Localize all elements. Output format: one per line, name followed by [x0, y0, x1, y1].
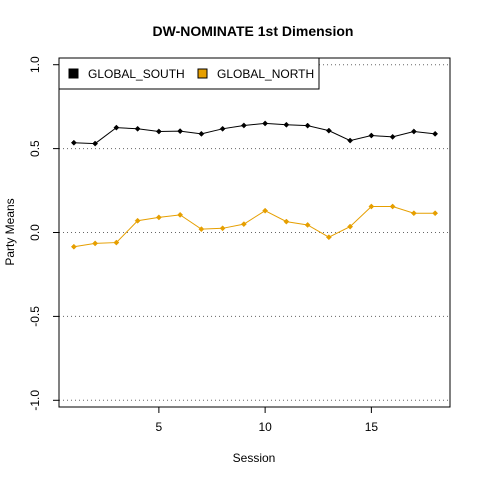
data-point-global-south-4 — [134, 125, 141, 132]
data-point-global-north-2 — [92, 240, 99, 247]
data-point-global-north-17 — [410, 210, 417, 217]
data-point-global-south-16 — [389, 133, 396, 140]
data-point-global-north-3 — [113, 239, 120, 246]
x-tick-label-5: 5 — [156, 420, 163, 434]
data-point-global-north-6 — [177, 211, 184, 218]
data-point-global-north-13 — [325, 234, 332, 241]
data-point-global-north-4 — [134, 217, 141, 224]
data-point-global-north-18 — [432, 210, 439, 217]
data-point-global-south-1 — [70, 139, 77, 146]
data-point-global-north-12 — [304, 221, 311, 228]
data-point-global-south-15 — [368, 132, 375, 139]
x-axis-label: Session — [233, 451, 276, 465]
series-line-global-north — [73, 205, 436, 248]
legend-box — [58, 57, 320, 90]
data-point-global-north-8 — [219, 225, 226, 232]
legend-swatch-global-south — [68, 68, 79, 79]
legend: GLOBAL_SOUTH GLOBAL_NORTH — [58, 57, 320, 90]
data-point-global-north-11 — [283, 218, 290, 225]
y-axis-label: Party Means — [3, 198, 17, 265]
data-point-global-south-17 — [410, 128, 417, 135]
y-axis: -1.0 -0.5 0.0 0.5 1.0 — [28, 56, 59, 411]
legend-label-global-north: GLOBAL_NORTH — [217, 67, 314, 81]
legend-label-global-south: GLOBAL_SOUTH — [88, 67, 185, 81]
x-tick-label-10: 10 — [258, 420, 272, 434]
series-line-global-south — [73, 122, 436, 145]
y-tick-label-1: -0.5 — [28, 306, 42, 327]
legend-swatch-global-north — [197, 68, 208, 79]
data-point-global-south-3 — [113, 124, 120, 131]
chart-title: DW-NOMINATE 1st Dimension — [153, 23, 354, 39]
data-point-global-north-9 — [240, 221, 247, 228]
y-tick-label-0: -1.0 — [28, 390, 42, 411]
data-point-global-north-10 — [262, 207, 269, 214]
y-tick-label-4: 1.0 — [28, 56, 42, 73]
data-point-global-south-2 — [92, 140, 99, 147]
data-point-global-south-10 — [262, 120, 269, 127]
gridlines — [59, 64, 450, 401]
data-point-global-south-11 — [283, 121, 290, 128]
data-point-global-south-13 — [325, 127, 332, 134]
series-layer — [70, 120, 439, 250]
data-point-global-south-9 — [240, 122, 247, 129]
data-point-global-south-7 — [198, 130, 205, 137]
y-tick-label-3: 0.5 — [28, 140, 42, 157]
data-point-global-north-1 — [70, 243, 77, 250]
y-tick-label-2: 0.0 — [28, 224, 42, 241]
data-point-global-south-5 — [155, 128, 162, 135]
x-axis: 5 10 15 — [156, 407, 379, 434]
data-point-global-north-5 — [155, 214, 162, 221]
data-point-global-north-7 — [198, 226, 205, 233]
data-point-global-north-15 — [368, 203, 375, 210]
x-tick-label-15: 15 — [365, 420, 379, 434]
data-point-global-north-16 — [389, 203, 396, 210]
data-point-global-south-8 — [219, 125, 226, 132]
data-point-global-south-18 — [432, 130, 439, 137]
data-point-global-south-6 — [177, 128, 184, 135]
data-point-global-north-14 — [347, 223, 354, 230]
data-point-global-south-12 — [304, 122, 311, 129]
data-point-global-south-14 — [347, 137, 354, 144]
